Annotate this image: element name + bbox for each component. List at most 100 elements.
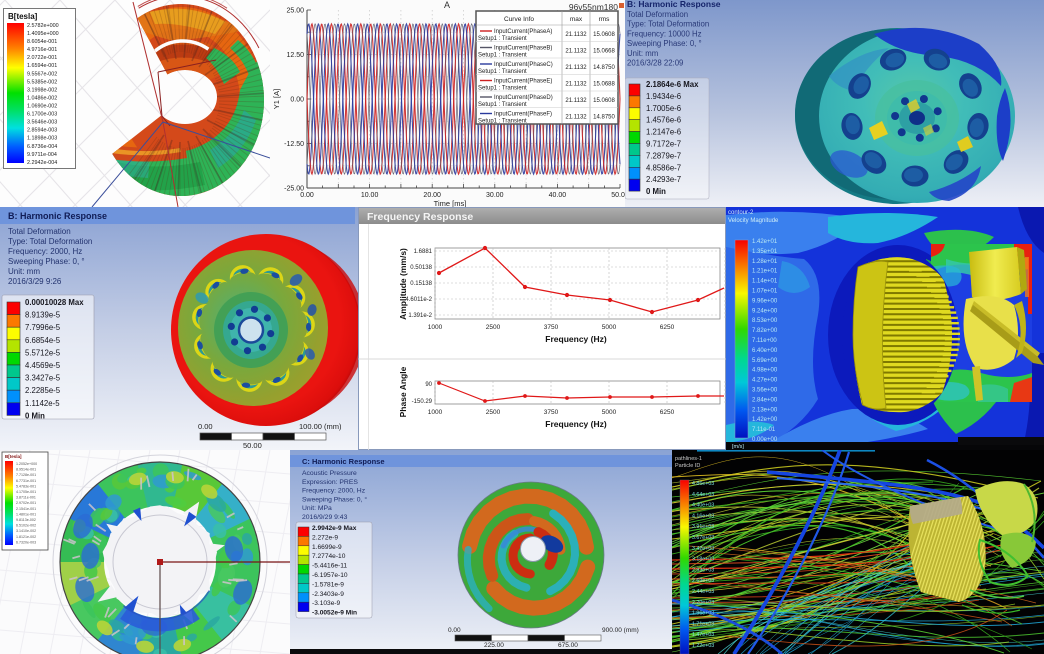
svg-text:7.82e+00: 7.82e+00	[752, 328, 778, 334]
svg-text:0.50138: 0.50138	[410, 265, 432, 271]
svg-text:1.71e+03: 1.71e+03	[692, 621, 714, 627]
svg-text:Setup1 : Transient: Setup1 : Transient	[478, 53, 527, 59]
svg-text:1.6699e-9: 1.6699e-9	[312, 544, 342, 551]
svg-text:Type: Total Deformation: Type: Total Deformation	[8, 237, 92, 246]
svg-text:1.96e+03: 1.96e+03	[692, 611, 714, 617]
svg-text:InputCurrent(PhaseC): InputCurrent(PhaseC)	[494, 62, 553, 68]
svg-text:-5.4416e-11: -5.4416e-11	[312, 563, 347, 570]
svg-text:4.64e+03: 4.64e+03	[692, 492, 714, 498]
svg-text:0.00e+00: 0.00e+00	[752, 437, 778, 443]
svg-text:6.7320e-003: 6.7320e-003	[16, 540, 36, 544]
svg-text:2.69e+03: 2.69e+03	[692, 578, 714, 584]
svg-text:2.13e+00: 2.13e+00	[752, 407, 778, 413]
svg-text:1.47e+03: 1.47e+03	[692, 632, 714, 638]
svg-text:6.7731e-001: 6.7731e-001	[16, 479, 36, 483]
svg-text:1.0486e-002: 1.0486e-002	[27, 96, 57, 102]
svg-text:1.14e+01: 1.14e+01	[752, 279, 778, 285]
svg-text:21.1132: 21.1132	[565, 49, 587, 55]
svg-text:3.67e+03: 3.67e+03	[692, 535, 714, 541]
svg-text:5.4783e-001: 5.4783e-001	[16, 484, 36, 488]
svg-text:[m/s]: [m/s]	[732, 444, 744, 450]
svg-text:3750: 3750	[544, 409, 559, 416]
svg-text:3.18e+03: 3.18e+03	[692, 557, 714, 563]
svg-text:2.8594e-003: 2.8594e-003	[27, 128, 57, 134]
svg-text:225.00: 225.00	[484, 642, 504, 649]
svg-text:2.272e-9: 2.272e-9	[312, 534, 338, 541]
svg-text:Setup1 : Transient: Setup1 : Transient	[478, 69, 527, 75]
svg-text:7.11e+00: 7.11e+00	[752, 338, 777, 344]
svg-text:-1.5781e-9: -1.5781e-9	[312, 581, 344, 588]
svg-text:Frequency: 10000 Hz: Frequency: 10000 Hz	[627, 29, 702, 38]
svg-text:2.0722e-001: 2.0722e-001	[27, 55, 57, 61]
svg-text:900.00 (mm): 900.00 (mm)	[602, 627, 639, 634]
svg-text:9.5567e-002: 9.5567e-002	[27, 71, 57, 77]
svg-text:9.96e+00: 9.96e+00	[752, 298, 778, 304]
svg-text:3.91e+03: 3.91e+03	[692, 524, 714, 530]
svg-text:1000: 1000	[428, 409, 443, 416]
svg-text:Type: Total Deformation: Type: Total Deformation	[627, 20, 709, 29]
svg-text:2.2285e-5: 2.2285e-5	[25, 386, 61, 395]
svg-text:90: 90	[425, 382, 432, 388]
svg-text:Unit: mm: Unit: mm	[8, 267, 40, 276]
svg-text:40.00: 40.00	[549, 192, 567, 199]
svg-text:1.6594e-001: 1.6594e-001	[27, 63, 57, 69]
svg-text:InputCurrent(PhaseA): InputCurrent(PhaseA)	[494, 29, 552, 35]
svg-text:Sweeping Phase: 0, °: Sweeping Phase: 0, °	[627, 39, 702, 48]
svg-text:Curve Info: Curve Info	[504, 16, 534, 23]
svg-text:InputCurrent(PhaseF): InputCurrent(PhaseF)	[494, 112, 552, 118]
svg-text:1.4095e+000: 1.4095e+000	[27, 31, 59, 37]
svg-text:1.22e+03: 1.22e+03	[692, 643, 714, 649]
svg-text:3.5646e-003: 3.5646e-003	[27, 120, 57, 126]
svg-text:9.24e+00: 9.24e+00	[752, 308, 778, 314]
svg-text:2.20e+03: 2.20e+03	[692, 600, 714, 606]
svg-text:4.98e+00: 4.98e+00	[752, 368, 778, 374]
svg-text:3750: 3750	[544, 324, 559, 331]
svg-text:6.5102e-002: 6.5102e-002	[16, 524, 36, 528]
svg-text:3.42e+03: 3.42e+03	[692, 546, 714, 552]
svg-text:Y1 [A]: Y1 [A]	[272, 89, 281, 109]
svg-text:Phase Angle: Phase Angle	[398, 366, 408, 417]
svg-text:0 Min: 0 Min	[25, 411, 45, 420]
svg-text:2016/3/28 22:09: 2016/3/28 22:09	[627, 59, 683, 68]
svg-text:Unit: mm: Unit: mm	[627, 49, 658, 58]
svg-text:InputCurrent(PhaseD): InputCurrent(PhaseD)	[494, 95, 553, 101]
svg-text:Frequency (Hz): Frequency (Hz)	[545, 334, 607, 344]
svg-text:Unit: MPa: Unit: MPa	[302, 505, 332, 512]
svg-text:max: max	[570, 16, 583, 23]
svg-text:rms: rms	[599, 16, 611, 23]
svg-text:4.16e+03: 4.16e+03	[692, 513, 714, 519]
svg-text:6.40e+00: 6.40e+00	[752, 348, 778, 354]
svg-text:Acoustic Pressure: Acoustic Pressure	[302, 470, 357, 477]
svg-text:2.44e+03: 2.44e+03	[692, 589, 714, 595]
svg-text:2.9702e-001: 2.9702e-001	[16, 501, 36, 505]
svg-text:1.1142e-5: 1.1142e-5	[25, 399, 60, 408]
svg-text:2016/9/29 9:43: 2016/9/29 9:43	[302, 514, 348, 521]
svg-text:7.11e-01: 7.11e-01	[752, 427, 776, 433]
svg-text:-25.00: -25.00	[284, 185, 304, 192]
svg-text:1.42e+01: 1.42e+01	[752, 239, 778, 245]
svg-text:1.2052e+000: 1.2052e+000	[16, 462, 37, 466]
svg-text:pathlines-1: pathlines-1	[675, 456, 702, 462]
svg-text:B: Harmonic Response: B: Harmonic Response	[8, 211, 107, 221]
svg-text:1.391e-2: 1.391e-2	[408, 313, 432, 319]
svg-text:-150.29: -150.29	[412, 399, 433, 405]
svg-text:2016/3/29 9:26: 2016/3/29 9:26	[8, 277, 62, 286]
svg-text:Frequency: 2000, Hz: Frequency: 2000, Hz	[302, 488, 366, 495]
svg-text:contour-2: contour-2	[728, 210, 754, 216]
svg-text:5000: 5000	[602, 324, 617, 331]
svg-text:-3.103e-9: -3.103e-9	[312, 600, 341, 607]
svg-text:4.8586e-7: 4.8586e-7	[646, 163, 681, 172]
svg-text:5.5385e-002: 5.5385e-002	[27, 79, 57, 85]
svg-text:50.00: 50.00	[243, 441, 262, 450]
svg-text:2500: 2500	[486, 409, 501, 416]
svg-text:15.0688: 15.0688	[593, 82, 615, 88]
svg-text:6250: 6250	[660, 324, 675, 331]
svg-text:14.8750: 14.8750	[593, 115, 615, 121]
svg-text:5.69e+00: 5.69e+00	[752, 358, 778, 364]
svg-text:0.00: 0.00	[300, 192, 314, 199]
svg-text:2.2942e-004: 2.2942e-004	[27, 160, 57, 166]
svg-text:8.9139e-5: 8.9139e-5	[25, 311, 61, 320]
svg-text:2.4293e-7: 2.4293e-7	[646, 175, 681, 184]
svg-text:1.42e+00: 1.42e+00	[752, 417, 778, 423]
svg-text:2.84e+00: 2.84e+00	[752, 397, 778, 403]
